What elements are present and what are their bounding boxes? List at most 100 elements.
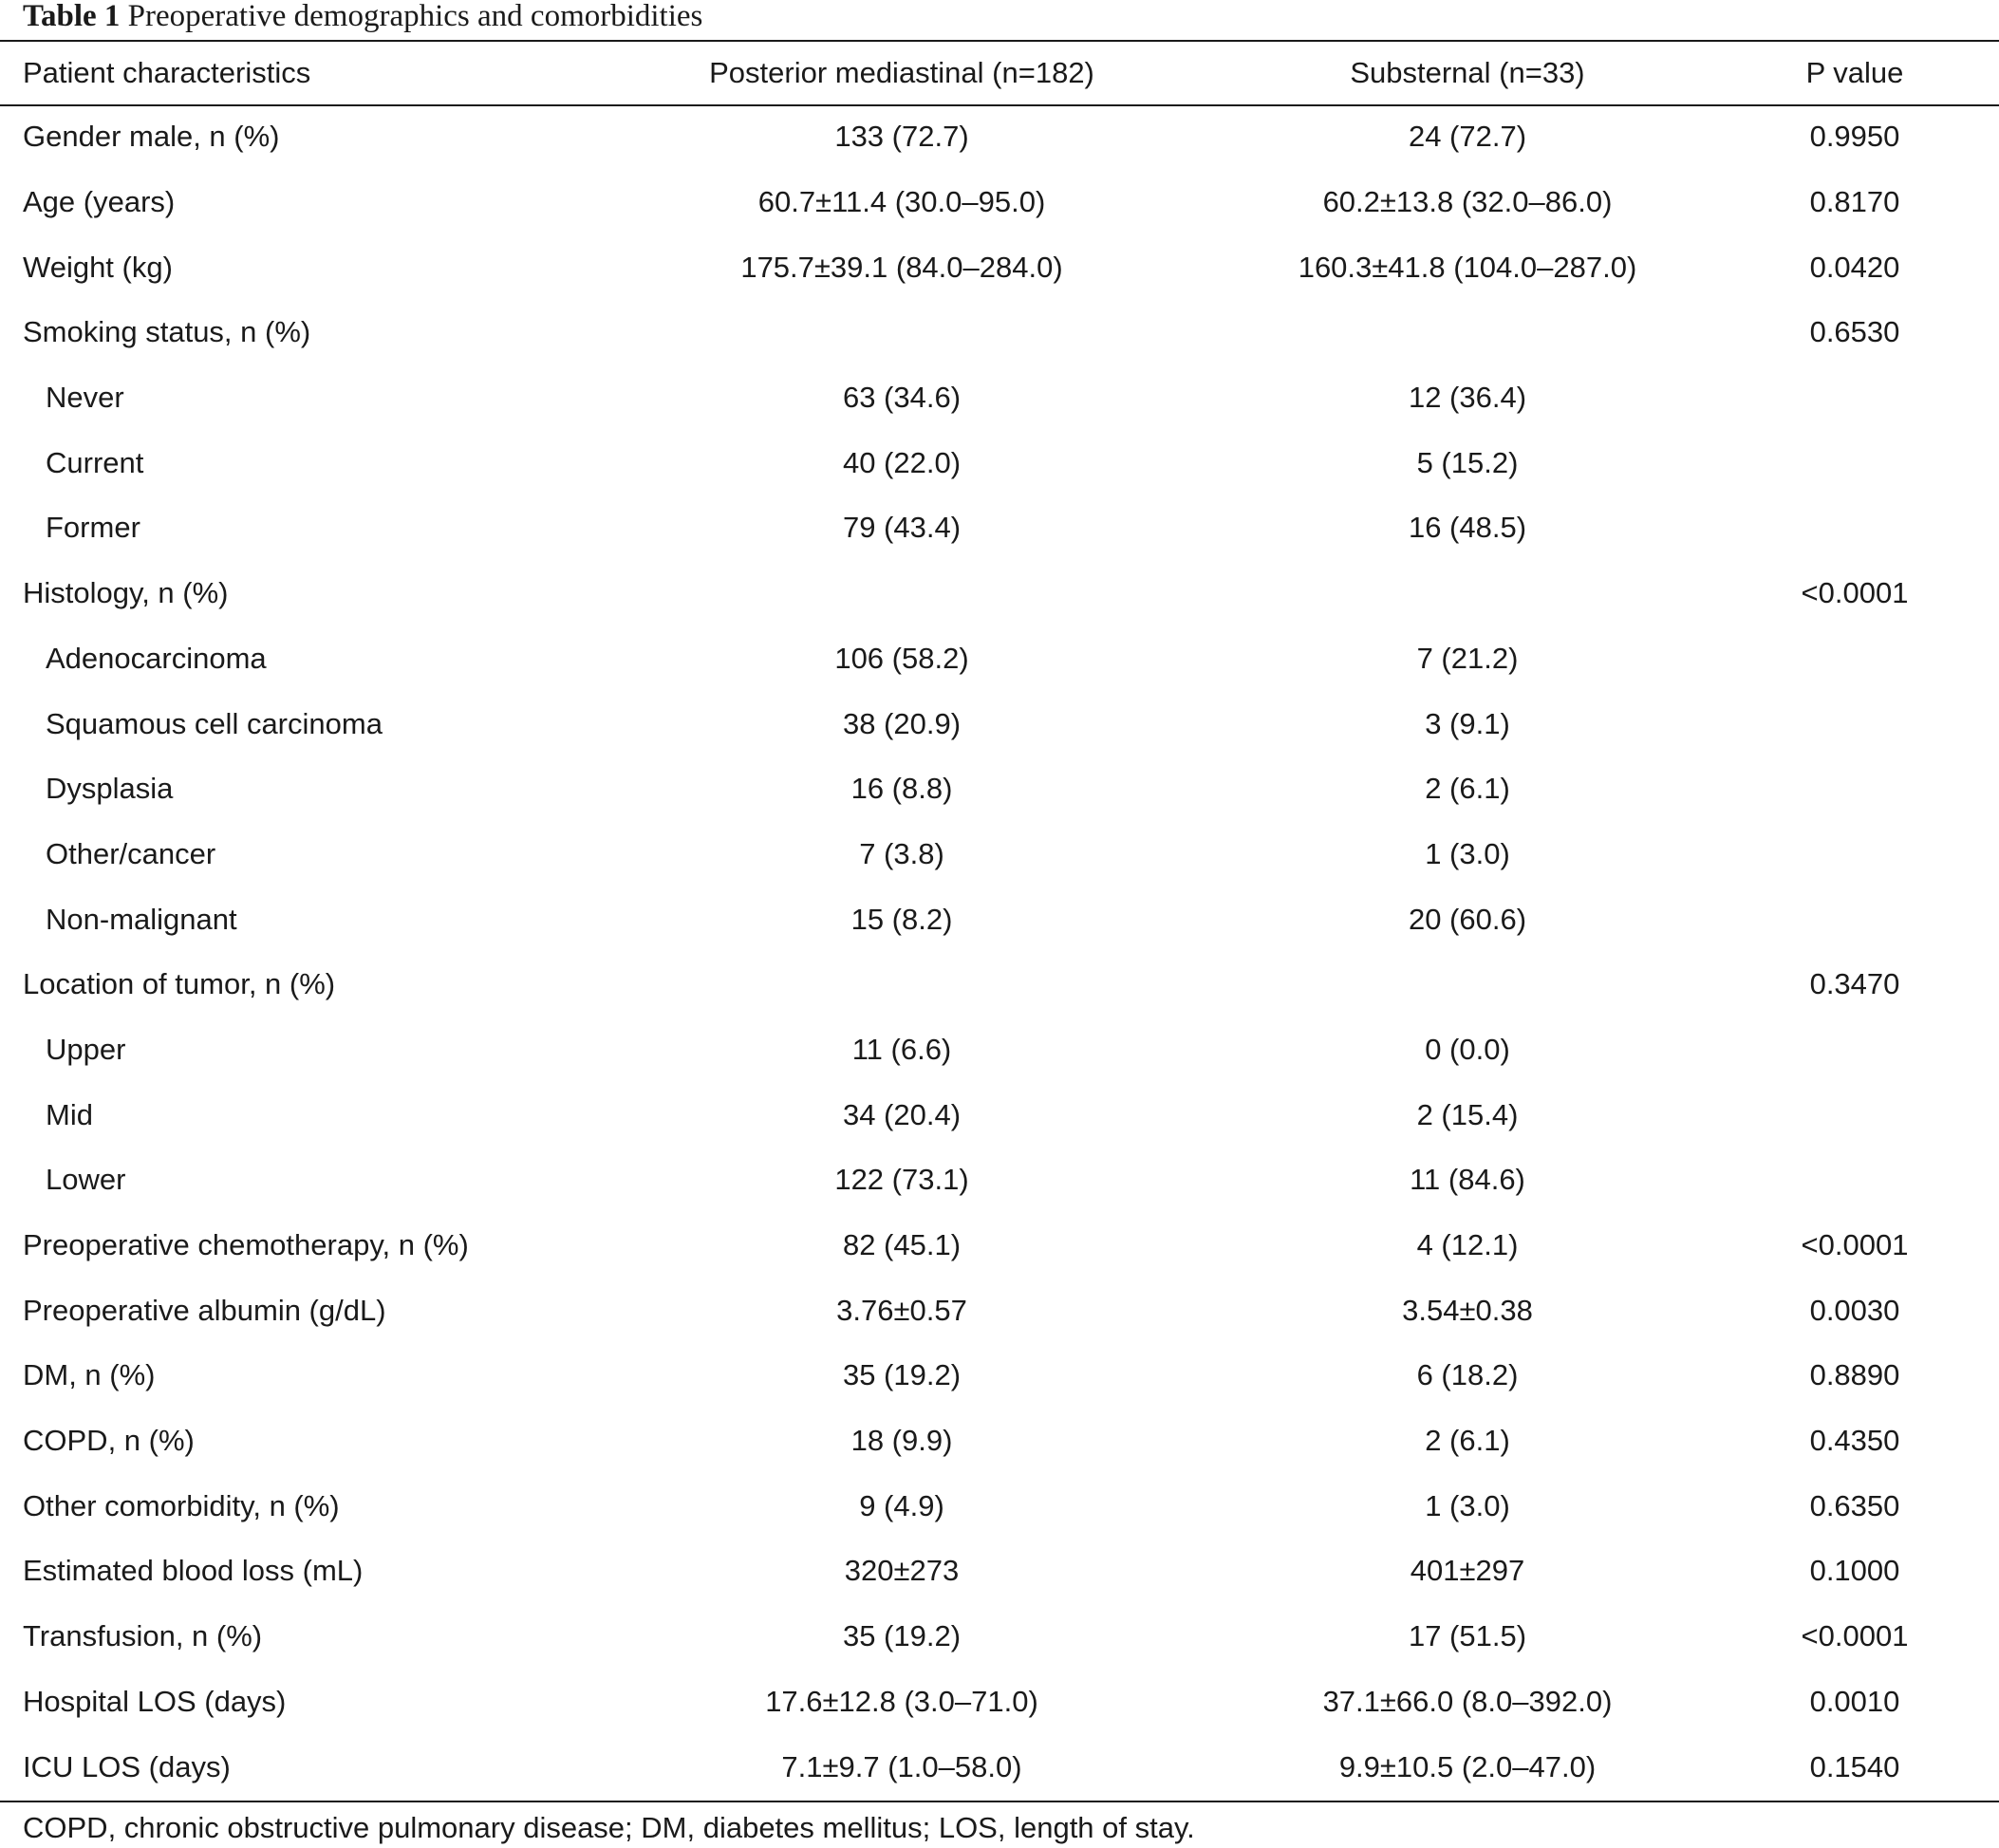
posterior-mediastinal-cell [579,952,1224,1017]
p-value-cell: 0.0030 [1809,1293,1900,1327]
row-label: Gender male, n (%) [23,120,280,154]
posterior-mediastinal-cell: 16 (8.8) [850,772,953,806]
table-body: Gender male, n (%) 133 (72.7) 24 (72.7) 0.9… [0,104,1999,1800]
posterior-mediastinal-cell: 38 (20.9) [842,706,962,740]
posterior-mediastinal-cell: 79 (43.4) [842,511,962,545]
posterior-mediastinal-cell [579,300,1224,365]
substernal-cell: 1 (3.0) [1425,836,1510,870]
row-label: Hospital LOS (days) [23,1684,287,1718]
p-value-cell: 0.8170 [1809,185,1900,219]
substernal-cell: 6 (18.2) [1416,1358,1519,1392]
p-value-cell [1710,1017,1999,1083]
posterior-mediastinal-cell: 34 (20.4) [842,1097,962,1131]
table-row: Histology, n (%) <0.0001 [0,561,1999,626]
table-row: Hospital LOS (days) 17.6±12.8 (3.0–71.0) 3… [0,1670,1999,1735]
table-row: Gender male, n (%) 133 (72.7) 24 (72.7) 0.9… [0,104,1999,170]
substernal-cell: 2 (6.1) [1425,772,1510,806]
p-value-cell: 0.0010 [1809,1684,1900,1718]
posterior-mediastinal-cell: 175.7±39.1 (84.0–284.0) [740,250,1063,284]
row-label: Preoperative albumin (g/dL) [23,1293,386,1327]
row-label: ICU LOS (days) [23,1749,231,1783]
p-value-cell [1710,691,1999,756]
row-label: Current [46,445,144,479]
posterior-mediastinal-cell: 7.1±9.7 (1.0–58.0) [781,1749,1022,1783]
header-substernal: Substernal (n=33) [1350,56,1585,89]
substernal-cell [1224,561,1710,626]
substernal-cell: 17 (51.5) [1408,1619,1527,1653]
substernal-cell: 160.3±41.8 (104.0–287.0) [1298,250,1637,284]
header-p-value: P value [1805,56,1904,89]
table-row: Other/cancer 7 (3.8) 1 (3.0) [0,822,1999,887]
posterior-mediastinal-cell: 82 (45.1) [842,1228,962,1262]
row-label: Transfusion, n (%) [23,1619,263,1653]
table-row: Lower 122 (73.1) 11 (84.6) [0,1148,1999,1213]
table-row: Dysplasia 16 (8.8) 2 (6.1) [0,756,1999,822]
table-row: COPD, n (%) 18 (9.9) 2 (6.1) 0.4350 [0,1409,1999,1474]
posterior-mediastinal-cell: 40 (22.0) [842,445,962,479]
row-label: Estimated blood loss (mL) [23,1554,364,1588]
posterior-mediastinal-cell: 3.76±0.57 [836,1293,967,1327]
row-label: Weight (kg) [23,250,173,284]
posterior-mediastinal-cell: 60.7±11.4 (30.0–95.0) [757,185,1046,219]
substernal-cell: 3 (9.1) [1425,706,1510,740]
p-value-cell: 0.6350 [1809,1488,1900,1522]
row-label: Mid [46,1097,93,1131]
table-row: Preoperative chemotherapy, n (%) 82 (45.1… [0,1213,1999,1279]
substernal-cell: 16 (48.5) [1408,511,1527,545]
p-value-cell: 0.8890 [1809,1358,1900,1392]
p-value-cell: 0.1540 [1809,1749,1900,1783]
demographics-table: Patient characteristics Posterior medias… [0,42,1999,1800]
header-row: Patient characteristics Posterior medias… [0,42,1999,104]
bottom-rule [0,1801,1999,1802]
row-label: Location of tumor, n (%) [23,967,336,1001]
row-label: Smoking status, n (%) [23,315,311,349]
p-value-cell [1710,365,1999,431]
p-value-cell: 0.0420 [1809,250,1900,284]
p-value-cell: 0.1000 [1809,1554,1900,1588]
row-label: DM, n (%) [23,1358,156,1392]
posterior-mediastinal-cell: 35 (19.2) [842,1358,962,1392]
substernal-cell: 1 (3.0) [1425,1488,1510,1522]
posterior-mediastinal-cell: 35 (19.2) [842,1619,962,1653]
p-value-cell: 0.3470 [1809,967,1900,1001]
p-value-cell [1710,756,1999,822]
substernal-cell [1224,300,1710,365]
table-row: Estimated blood loss (mL) 320±273 401±297 0… [0,1539,1999,1604]
header-rule [0,104,1999,106]
table-row: Adenocarcinoma 106 (58.2) 7 (21.2) [0,626,1999,692]
substernal-cell: 11 (84.6) [1410,1163,1525,1197]
p-value-cell: <0.0001 [1801,1619,1909,1653]
row-label: COPD, n (%) [23,1424,195,1458]
table-row: Former 79 (43.4) 16 (48.5) [0,495,1999,561]
substernal-cell [1224,952,1710,1017]
table-row: Non-malignant 15 (8.2) 20 (60.6) [0,887,1999,952]
table-row: Never 63 (34.6) 12 (36.4) [0,365,1999,431]
substernal-cell: 9.9±10.5 (2.0–47.0) [1338,1749,1597,1783]
top-rule [0,40,1999,42]
posterior-mediastinal-cell: 11 (6.6) [851,1032,952,1066]
row-label: Upper [46,1032,126,1066]
substernal-cell: 12 (36.4) [1408,381,1527,415]
table-row: Squamous cell carcinoma 38 (20.9) 3 (9.1) [0,691,1999,756]
substernal-cell: 3.54±0.38 [1402,1293,1533,1327]
table-footnote: COPD, chronic obstructive pulmonary dise… [23,1811,1195,1844]
substernal-cell: 24 (72.7) [1408,120,1527,154]
table-row: ICU LOS (days) 7.1±9.7 (1.0–58.0) 9.9±10.5… [0,1734,1999,1800]
table-row: Other comorbidity, n (%) 9 (4.9) 1 (3.0) 0.… [0,1473,1999,1539]
substernal-cell: 2 (6.1) [1425,1424,1510,1458]
posterior-mediastinal-cell: 18 (9.9) [850,1424,953,1458]
p-value-cell [1710,626,1999,692]
posterior-mediastinal-cell: 17.6±12.8 (3.0–71.0) [765,1684,1038,1718]
table-row: DM, n (%) 35 (19.2) 6 (18.2) 0.8890 [0,1343,1999,1409]
row-label: Preoperative chemotherapy, n (%) [23,1228,469,1262]
posterior-mediastinal-cell: 320±273 [844,1554,960,1588]
posterior-mediastinal-cell: 133 (72.7) [834,120,969,154]
p-value-cell [1710,430,1999,495]
p-value-cell [1710,822,1999,887]
row-label: Histology, n (%) [23,576,229,610]
substernal-cell: 60.2±13.8 (32.0–86.0) [1322,185,1613,219]
row-label: Other/cancer [46,836,216,870]
row-label: Dysplasia [46,772,174,806]
substernal-cell: 2 (15.4) [1416,1097,1519,1131]
table-row: Age (years) 60.7±11.4 (30.0–95.0) 60.2±13.… [0,170,1999,235]
